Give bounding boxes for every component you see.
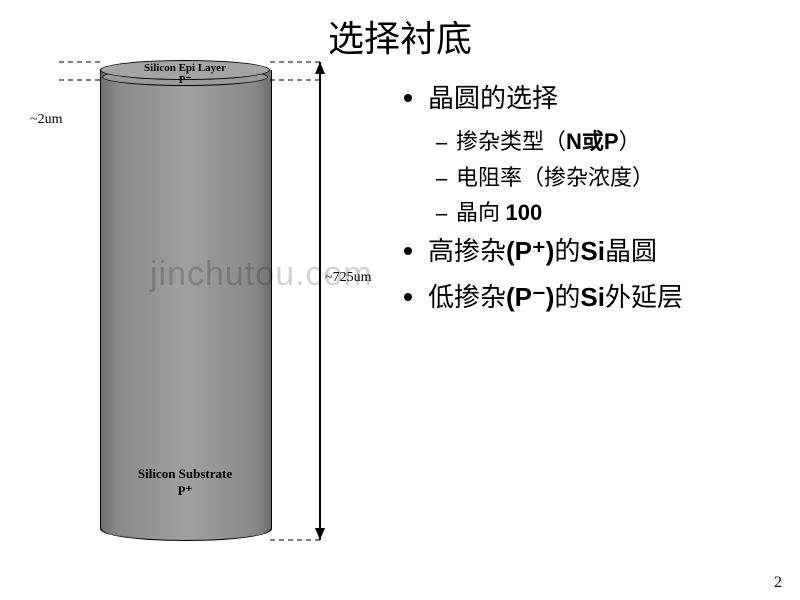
epi-thickness-label: ~2um (30, 112, 62, 128)
sub-doping-type: 掺杂类型（N或P） (400, 126, 780, 158)
slide: 选择衬底 Silicon Epi Layer P⁻ Silicon Substr… (0, 0, 800, 600)
page-number: 2 (774, 574, 782, 592)
sub-resistivity: 电阻率（掺杂浓度） (400, 162, 780, 194)
content-area: 晶圆的选择 掺杂类型（N或P） 电阻率（掺杂浓度） 晶向 100 高掺杂(P⁺)… (400, 80, 780, 325)
bullet-low-doped: 低掺杂(P⁻)的Si外延层 (400, 279, 780, 317)
sub-orientation: 晶向 100 (400, 197, 780, 229)
watermark-text: jinchutou.com (150, 255, 373, 294)
bullet-high-doped: 高掺杂(P⁺)的Si晶圆 (400, 233, 780, 271)
bullet-wafer-selection: 晶圆的选择 (400, 80, 780, 118)
bullet1-text: 晶圆的选择 (428, 84, 558, 113)
